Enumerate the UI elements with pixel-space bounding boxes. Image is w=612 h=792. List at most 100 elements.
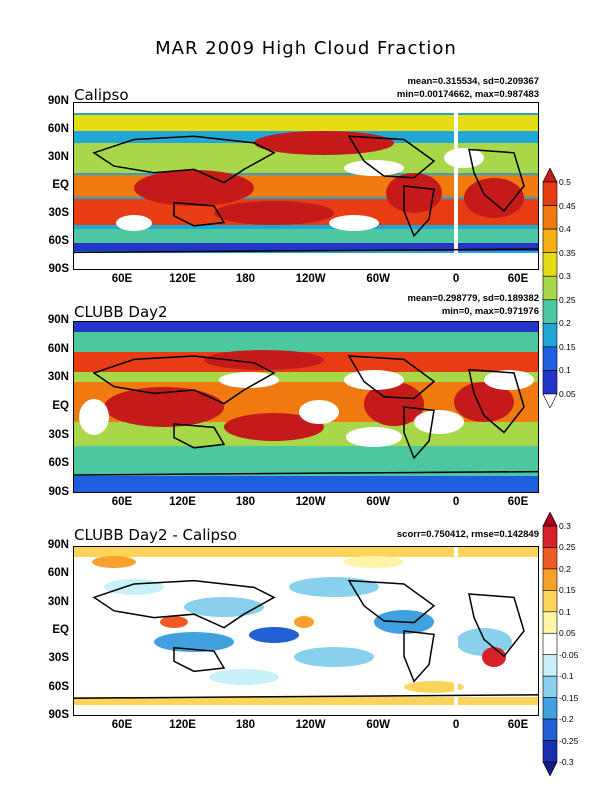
colorbar-tick-label: -0.2 [559, 714, 574, 725]
colorbar-tick-label: -0.25 [559, 735, 579, 746]
colorbar-segment [542, 525, 558, 548]
panel-2-lon-tick: 120W [295, 496, 326, 508]
colorbar-segment [542, 654, 558, 677]
panel-2-lon-tick: 60E [111, 496, 133, 508]
colorbar-tick-label: 0.05 [559, 628, 576, 639]
coastline [173, 646, 226, 673]
panel-1-lon-tick: 0 [452, 273, 460, 285]
colorbar-segment [542, 590, 558, 613]
colorbar-tick-label: 0.45 [559, 200, 576, 211]
colorbar-tick-label: 0.35 [559, 247, 576, 258]
coastline [74, 248, 538, 254]
colorbar-tick-label: -0.15 [559, 692, 579, 703]
panel-1-stats-line2: min=0.00174662, max=0.987483 [396, 89, 539, 100]
colorbar-tick-label: 0.2 [559, 318, 571, 329]
panel-1-lat-tick: 60S [48, 235, 69, 247]
colorbar-tick-label: -0.05 [559, 649, 579, 660]
panel-3-lon-tick: 120W [295, 719, 326, 731]
panel-3-lat-tick: 90N [47, 539, 69, 551]
coastline [92, 135, 276, 184]
colorbar-tick-label: 0.15 [559, 585, 576, 596]
colorbar-tick-label: 0.25 [559, 542, 576, 553]
colorbar-segment [542, 568, 558, 591]
colorbar-tick-label: -0.1 [559, 671, 574, 682]
panel-2-lat-tick: 30S [48, 428, 69, 441]
panel-1-lat-tick: 30N [47, 151, 69, 163]
colorbar-segment [542, 323, 558, 348]
panel-3-lon-tick: 0 [452, 719, 460, 731]
colorbar-segment [542, 346, 558, 371]
panel-3-lat-tick: 90S [48, 709, 69, 721]
colorbar-tick-label: 0.05 [559, 389, 576, 399]
panel-1-lat-tick: 90S [48, 263, 69, 275]
colorbar-segment [542, 370, 558, 395]
panel-3-lon-tick: 60E [507, 719, 529, 731]
colorbar-segment [542, 228, 558, 253]
colorbar-tick-label: 0.2 [559, 563, 571, 574]
colorbar-segment [542, 181, 558, 206]
colorbar-tick-label: 0.3 [559, 271, 571, 282]
colorbar-segment [542, 697, 558, 720]
panel-3-lat-tick: 60S [48, 680, 69, 693]
panel-2-label: CLUBB Day2 [74, 303, 168, 321]
panel-2-lat-tick: 90N [47, 314, 69, 326]
colorbar-segment [542, 632, 558, 656]
panel-1-lon-tick: 60E [111, 273, 133, 285]
panel-2-map [73, 321, 539, 493]
coastline [347, 355, 436, 400]
panel-3-lon-tick: 120E [169, 719, 196, 731]
coastline [468, 593, 525, 658]
colorbar-top-arrow [542, 168, 558, 183]
coastline [403, 185, 435, 238]
panel-2-lat-tick: 90S [48, 486, 69, 498]
coastline [74, 694, 538, 699]
colorbar-tick-label: -0.3 [559, 757, 574, 767]
colorbar-bottom-arrow [542, 761, 558, 776]
colorbar-difference [542, 512, 558, 776]
figure-title: MAR 2009 High Cloud Fraction [155, 38, 457, 59]
panel-1-lon-tick: 180 [235, 273, 255, 285]
panel-3-lon-tick: 60E [111, 719, 133, 731]
colorbar-segment [542, 275, 558, 301]
colorbar-segment [542, 299, 558, 324]
panel-2-lon-tick: 120E [169, 496, 196, 508]
coastline [173, 201, 226, 227]
panel-2-lon-tick: 60W [366, 496, 391, 508]
colorbar-top-arrow [542, 512, 558, 527]
panel-2-lat-tick: 60N [47, 342, 69, 355]
colorbar-segment [542, 611, 558, 634]
colorbar-segment [542, 547, 558, 570]
panel-3-lat-tick: 30N [47, 595, 69, 608]
coastline [92, 579, 276, 629]
panel-3-label: CLUBB Day2 - Calipso [74, 526, 238, 544]
panel-2-lat-tick: 30N [47, 371, 69, 384]
panel-2-stats-line1: mean=0.298779, sd=0.189382 [407, 293, 539, 304]
coastline [347, 135, 436, 179]
panel-3-lat-tick: 30S [48, 652, 69, 665]
colorbar-tick-label: 0.4 [559, 224, 571, 235]
panel-3-lon-tick: 60W [366, 719, 391, 731]
panel-1-lat-tick: EQ [52, 179, 69, 191]
colorbar-segment [542, 718, 558, 741]
colorbar-segment [542, 252, 558, 277]
panel-1-lat-tick: 90N [47, 95, 69, 107]
panel-2-lon-tick: 60E [507, 496, 529, 508]
coastline [347, 579, 436, 624]
panel-1-label: Calipso [74, 86, 129, 104]
panel-3-lon-tick: 180 [235, 719, 255, 731]
panel-1-lon-tick: 60E [507, 273, 529, 285]
panel-1-lat-tick: 30S [48, 207, 69, 219]
coastline [468, 368, 525, 434]
panel-2-lon-tick: 0 [452, 496, 460, 508]
panel-3-map [73, 546, 539, 716]
panel-2-lon-tick: 180 [235, 496, 255, 508]
panel-1-stats-line1: mean=0.315534, sd=0.209367 [407, 76, 539, 87]
colorbar-tick-label: 0.3 [559, 521, 571, 531]
panel-1-map [73, 102, 539, 270]
colorbar-segment [542, 740, 558, 763]
colorbar-tick-label: 0.1 [559, 365, 571, 376]
panel-1-lon-tick: 60W [366, 273, 391, 285]
colorbar-bottom-arrow [542, 393, 558, 408]
panel-1-lat-tick: 60N [47, 123, 69, 135]
coastline [173, 423, 226, 449]
